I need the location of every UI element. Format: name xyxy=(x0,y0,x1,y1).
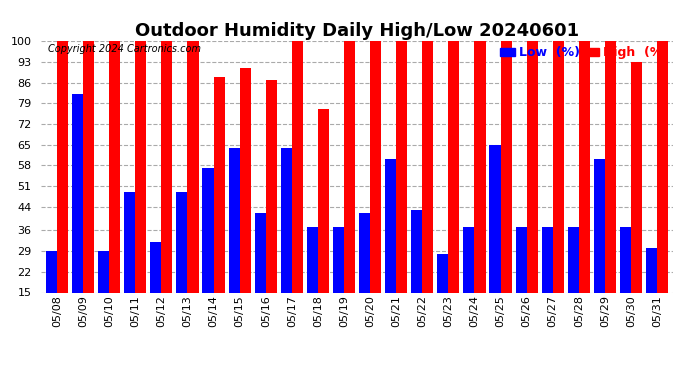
Bar xyxy=(281,148,292,292)
Bar xyxy=(448,41,460,292)
Bar xyxy=(568,228,579,292)
Bar xyxy=(239,68,250,292)
Bar xyxy=(83,41,95,292)
Bar xyxy=(526,41,538,292)
Bar xyxy=(318,109,329,292)
Bar xyxy=(631,62,642,292)
Bar xyxy=(620,228,631,292)
Bar xyxy=(177,192,188,292)
Bar xyxy=(124,192,135,292)
Bar xyxy=(255,213,266,292)
Bar xyxy=(344,41,355,292)
Bar xyxy=(359,213,370,292)
Bar xyxy=(188,41,199,292)
Bar xyxy=(370,41,381,292)
Bar xyxy=(437,254,448,292)
Bar xyxy=(109,41,120,292)
Bar xyxy=(214,77,225,292)
Bar xyxy=(422,41,433,292)
Bar xyxy=(579,41,590,292)
Bar xyxy=(475,41,486,292)
Bar xyxy=(553,41,564,292)
Bar xyxy=(396,41,407,292)
Bar xyxy=(150,242,161,292)
Bar xyxy=(411,210,422,292)
Bar xyxy=(135,41,146,292)
Bar xyxy=(646,248,657,292)
Bar xyxy=(605,41,616,292)
Bar xyxy=(307,228,318,292)
Title: Outdoor Humidity Daily High/Low 20240601: Outdoor Humidity Daily High/Low 20240601 xyxy=(135,22,579,40)
Bar xyxy=(292,41,303,292)
Bar xyxy=(202,168,214,292)
Bar xyxy=(98,251,109,292)
Bar xyxy=(72,94,83,292)
Bar xyxy=(594,159,605,292)
Text: Copyright 2024 Cartronics.com: Copyright 2024 Cartronics.com xyxy=(48,44,201,54)
Bar xyxy=(385,159,396,292)
Bar xyxy=(542,228,553,292)
Bar xyxy=(266,80,277,292)
Bar xyxy=(489,145,500,292)
Bar xyxy=(500,41,512,292)
Bar xyxy=(46,251,57,292)
Bar xyxy=(228,148,239,292)
Bar xyxy=(161,41,172,292)
Bar xyxy=(464,228,475,292)
Bar xyxy=(657,41,668,292)
Bar xyxy=(515,228,526,292)
Bar xyxy=(333,228,344,292)
Bar xyxy=(57,41,68,292)
Legend: Low  (%), High  (%): Low (%), High (%) xyxy=(495,41,673,64)
